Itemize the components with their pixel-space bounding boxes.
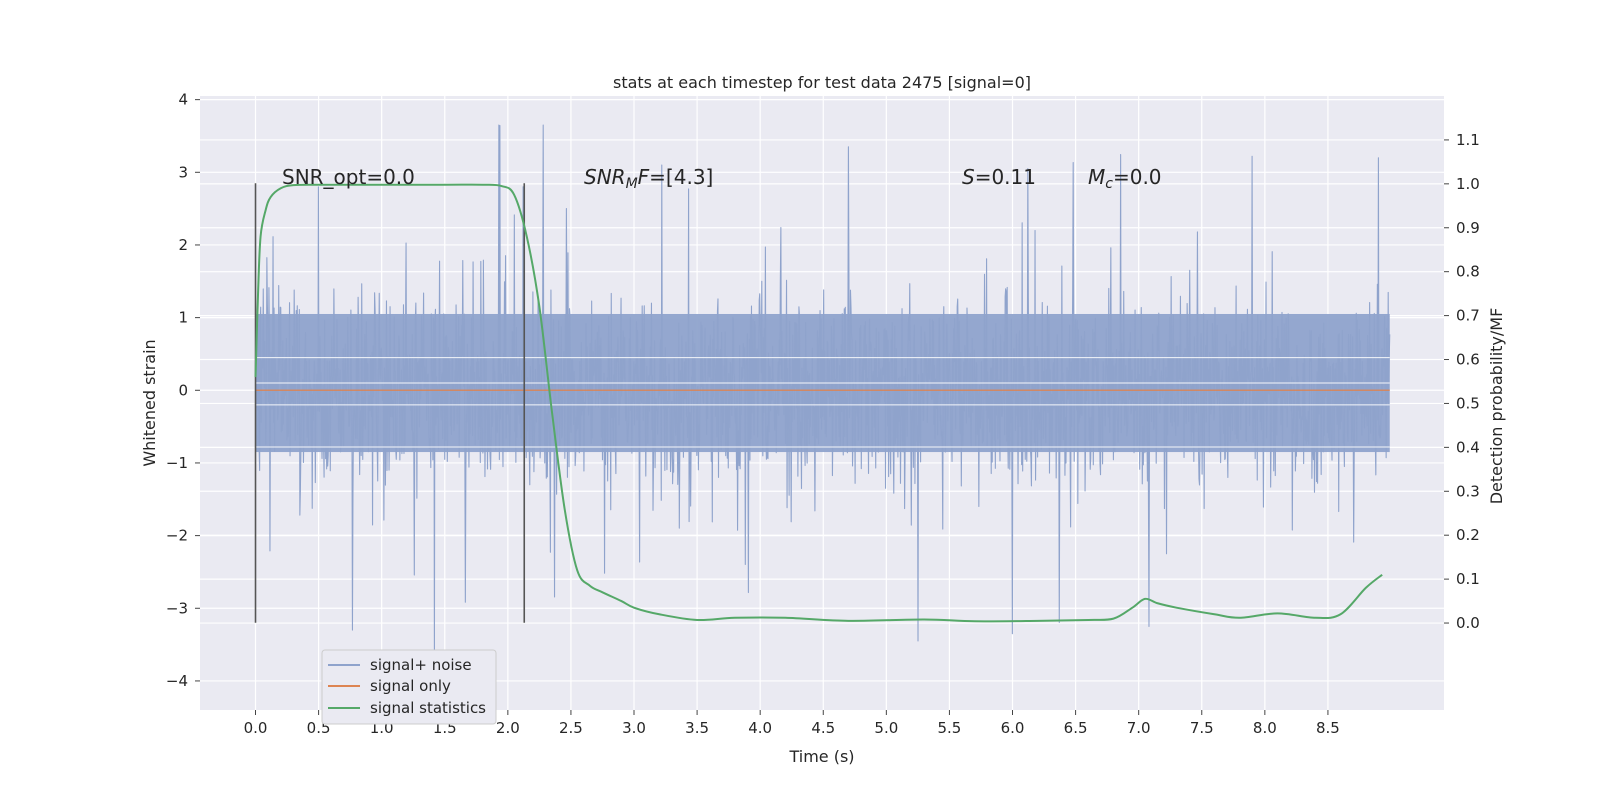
noise-line [254,124,1391,660]
annotation-mc-symbol: M [1088,165,1105,189]
legend-label-noise: signal+ noise [370,656,472,674]
y-tick-label: 3 [178,163,188,181]
right-y-tick-label: 0.1 [1456,570,1480,588]
y-tick-label: 1 [178,309,188,327]
y-axis-ticks: 4 3 2 1 0 −1 −2 −3 −4 [166,91,200,690]
x-tick-label: 2.5 [559,719,583,737]
right-y-axis-ticks: 1.1 1.0 0.9 0.8 0.7 0.6 0.5 0.4 0.3 0.2 0.1 0.0 [1444,131,1480,632]
right-y-tick-label: 0.8 [1456,263,1480,281]
legend-box [321,649,497,725]
x-tick-label: 4.5 [811,719,835,737]
right-y-tick-label: 1.0 [1456,175,1480,193]
right-y-axis-label: Detection probability/MF [1487,308,1506,505]
right-y-tick-label: 0.9 [1456,219,1480,237]
annotation-snr-mf-f: F [638,165,650,189]
right-y-tick-label: 0.7 [1456,307,1480,325]
x-tick-label: 7.0 [1127,719,1151,737]
right-y-tick-label: 0.2 [1456,526,1480,544]
annotation-s: S=0.11 [962,165,1036,189]
y-tick-label: 2 [178,236,188,254]
x-tick-label: 5.5 [937,719,961,737]
legend-label-signal-only: signal only [370,677,451,695]
annotation-snr-mf-subscript: M [626,176,638,192]
y-tick-label: −1 [166,454,188,472]
y-tick-label: −4 [166,672,188,690]
right-y-tick-label: 0.4 [1456,438,1480,456]
y-tick-label: 4 [178,91,188,109]
x-tick-label: 3.5 [685,719,709,737]
annotation-snr-mf-symbol: SNR [584,165,626,189]
x-tick-label: 8.5 [1316,719,1340,737]
statistics-series [254,183,1383,623]
right-y-tick-label: 1.1 [1456,131,1480,149]
marker-lines [254,183,526,623]
x-axis-label: Time (s) [788,747,854,766]
x-tick-label: 2.0 [496,719,520,737]
x-tick-label: 6.5 [1064,719,1088,737]
y-tick-label: 0 [178,381,188,399]
x-tick-label: 3.0 [622,719,646,737]
legend-label-statistics: signal statistics [370,699,486,717]
right-y-tick-label: 0.0 [1456,614,1480,632]
annotation-snr-mf-value: =[4.3] [649,165,713,189]
right-y-tick-label: 0.5 [1456,394,1480,412]
noise-series [254,124,1391,660]
annotation-s-value: =0.11 [975,165,1036,189]
annotation-mc-value: =0.0 [1113,165,1162,189]
x-tick-label: 0.0 [244,719,268,737]
annotation-snr-mf: SNRMF=[4.3] [584,165,713,192]
y-tick-label: −3 [166,599,188,617]
x-tick-label: 6.0 [1001,719,1025,737]
y-axis-label: Whitened strain [140,339,159,466]
x-tick-label: 5.0 [874,719,898,737]
statistics-line [254,183,1383,623]
x-tick-label: 8.0 [1253,719,1277,737]
annotation-snr-opt: SNR_opt=0.0 [282,165,415,189]
right-y-tick-label: 0.3 [1456,482,1480,500]
annotation-mc-subscript: c [1105,176,1113,192]
y-tick-label: −2 [166,527,188,545]
legend: signal+ noise signal only signal statist… [321,649,497,725]
annotation-mc: Mc=0.0 [1088,165,1162,192]
chart-title: stats at each timestep for test data 247… [613,73,1031,92]
x-tick-label: 4.0 [748,719,772,737]
annotation-s-symbol: S [962,165,975,189]
right-y-tick-label: 0.6 [1456,351,1480,369]
x-tick-label: 7.5 [1190,719,1214,737]
